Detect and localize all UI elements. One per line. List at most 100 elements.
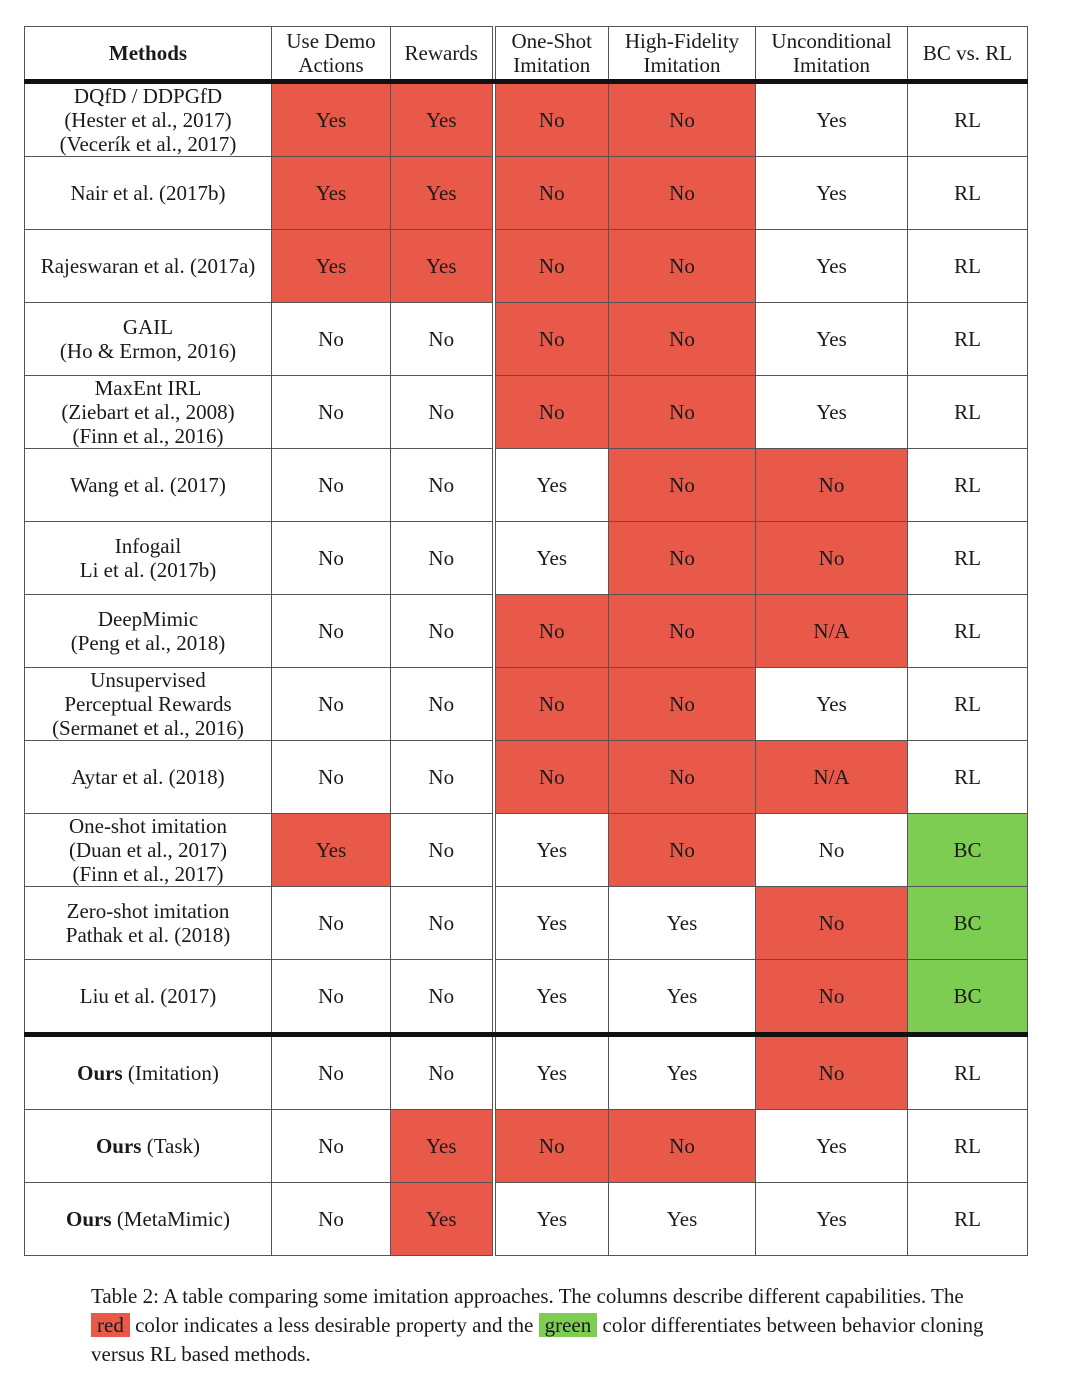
cell-bc-vs-rl: BC xyxy=(907,886,1028,960)
method-line: Infogail xyxy=(114,534,182,558)
cell-high-fidelity: No xyxy=(608,521,756,595)
cell-one-shot: Yes xyxy=(491,521,609,595)
method-line: DQfD / DDPGfD xyxy=(73,84,223,108)
cell-unconditional: No xyxy=(755,813,908,887)
cell-use-demo-actions: No xyxy=(271,521,391,595)
table-row: Ours (Task) No Yes No No Yes RL xyxy=(24,1109,1028,1183)
cell-bc-vs-rl: RL xyxy=(907,81,1028,157)
cell-unconditional: Yes xyxy=(755,229,908,303)
cell-bc-vs-rl: RL xyxy=(907,302,1028,376)
method-line: (Ziebart et al., 2008) xyxy=(61,400,235,424)
header-line: Imitation xyxy=(793,53,870,77)
caption-text: Table 2: A table comparing some imitatio… xyxy=(91,1284,964,1308)
header-line: Use Demo xyxy=(286,29,376,53)
cell-one-shot: No xyxy=(491,229,609,303)
method-line: Liu et al. (2017) xyxy=(79,984,217,1008)
method-line: Wang et al. (2017) xyxy=(70,473,226,497)
cell-unconditional: No xyxy=(755,1032,908,1110)
method-line: Ours (Imitation) xyxy=(26,1061,271,1085)
method-cell: One-shot imitation (Duan et al., 2017) (Fi… xyxy=(24,813,272,887)
cell-bc-vs-rl: RL xyxy=(907,521,1028,595)
cell-high-fidelity: No xyxy=(608,81,756,157)
method-cell: GAIL (Ho & Ermon, 2016) xyxy=(24,302,272,376)
method-bold: Ours xyxy=(66,1207,112,1231)
method-line: Unsupervised xyxy=(90,668,206,693)
header-line: High-Fidelity xyxy=(624,29,740,53)
cell-bc-vs-rl: RL xyxy=(907,1182,1028,1256)
cell-rewards: Yes xyxy=(390,229,494,303)
method-cell: Liu et al. (2017) xyxy=(24,959,272,1035)
table-body: DQfD / DDPGfD (Hester et al., 2017) (Vecer… xyxy=(24,81,1028,1256)
cell-one-shot: No xyxy=(491,156,609,230)
table-row: Unsupervised Perceptual Rewards (Sermanet … xyxy=(24,667,1028,741)
cell-high-fidelity: Yes xyxy=(608,959,756,1035)
header-line: Actions xyxy=(298,53,364,77)
table-row: GAIL (Ho & Ermon, 2016) No No No No Yes RL xyxy=(24,302,1028,376)
header-one-shot: One-Shot Imitation xyxy=(491,26,609,82)
cell-one-shot: Yes xyxy=(491,959,609,1035)
cell-rewards: No xyxy=(390,521,494,595)
header-bc-vs-rl: BC vs. RL xyxy=(907,26,1028,82)
cell-one-shot: Yes xyxy=(491,813,609,887)
cell-unconditional: Yes xyxy=(755,302,908,376)
table-row: Infogail Li et al. (2017b) No No Yes No No RL xyxy=(24,521,1028,595)
cell-use-demo-actions: Yes xyxy=(271,156,391,230)
cell-high-fidelity: No xyxy=(608,740,756,814)
header-methods: Methods xyxy=(24,26,272,82)
cell-use-demo-actions: No xyxy=(271,959,391,1035)
method-line: Rajeswaran et al. (2017a) xyxy=(40,254,256,278)
cell-high-fidelity: Yes xyxy=(608,886,756,960)
table-row: Ours (Imitation) No No Yes Yes No RL xyxy=(24,1032,1028,1110)
cell-rewards: Yes xyxy=(390,81,494,157)
method-cell: Nair et al. (2017b) xyxy=(24,156,272,230)
caption-green-swatch: green xyxy=(538,1313,598,1337)
header-line: One-Shot xyxy=(511,29,593,53)
cell-use-demo-actions: No xyxy=(271,448,391,522)
table-row: Aytar et al. (2018) No No No No N/A RL xyxy=(24,740,1028,814)
cell-high-fidelity: No xyxy=(608,1109,756,1183)
cell-unconditional: Yes xyxy=(755,156,908,230)
comparison-table: Methods Use Demo Actions Rewards One-Sho… xyxy=(24,26,1028,1256)
cell-bc-vs-rl: RL xyxy=(907,156,1028,230)
cell-bc-vs-rl: RL xyxy=(907,229,1028,303)
caption-text: color differentiates between behavior cl… xyxy=(91,1313,984,1366)
cell-one-shot: Yes xyxy=(491,448,609,522)
method-line: (Sermanet et al., 2016) xyxy=(52,716,244,740)
method-cell: Ours (MetaMimic) xyxy=(24,1182,272,1256)
cell-use-demo-actions: Yes xyxy=(271,81,391,157)
table-row: Wang et al. (2017) No No Yes No No RL xyxy=(24,448,1028,522)
method-line: MaxEnt IRL xyxy=(94,376,202,401)
cell-high-fidelity: No xyxy=(608,375,756,449)
header-line: Imitation xyxy=(513,53,591,77)
cell-use-demo-actions: No xyxy=(271,594,391,668)
cell-one-shot: No xyxy=(491,594,609,668)
cell-one-shot: No xyxy=(491,302,609,376)
method-cell: Rajeswaran et al. (2017a) xyxy=(24,229,272,303)
cell-high-fidelity: No xyxy=(608,156,756,230)
method-line: (Duan et al., 2017) xyxy=(68,838,228,862)
cell-bc-vs-rl: RL xyxy=(907,667,1028,741)
cell-one-shot: No xyxy=(491,740,609,814)
cell-rewards: No xyxy=(390,667,494,741)
cell-rewards: No xyxy=(390,302,494,376)
method-cell: Ours (Imitation) xyxy=(24,1032,272,1110)
header-rewards: Rewards xyxy=(390,26,494,82)
method-line: Ours (Task) xyxy=(26,1134,271,1158)
cell-bc-vs-rl: RL xyxy=(907,375,1028,449)
method-bold: Ours xyxy=(77,1061,123,1085)
cell-use-demo-actions: No xyxy=(271,1182,391,1256)
cell-one-shot: No xyxy=(491,375,609,449)
cell-unconditional: No xyxy=(755,959,908,1035)
cell-bc-vs-rl: RL xyxy=(907,1032,1028,1110)
cell-unconditional: Yes xyxy=(755,375,908,449)
method-suffix: (MetaMimic) xyxy=(111,1207,230,1231)
table-row: Zero-shot imitation Pathak et al. (2018) N… xyxy=(24,886,1028,960)
cell-high-fidelity: No xyxy=(608,302,756,376)
cell-rewards: Yes xyxy=(390,156,494,230)
cell-rewards: Yes xyxy=(390,1182,494,1256)
cell-unconditional: N/A xyxy=(755,594,908,668)
cell-use-demo-actions: Yes xyxy=(271,813,391,887)
cell-use-demo-actions: Yes xyxy=(271,229,391,303)
cell-use-demo-actions: No xyxy=(271,886,391,960)
cell-unconditional: No xyxy=(755,521,908,595)
